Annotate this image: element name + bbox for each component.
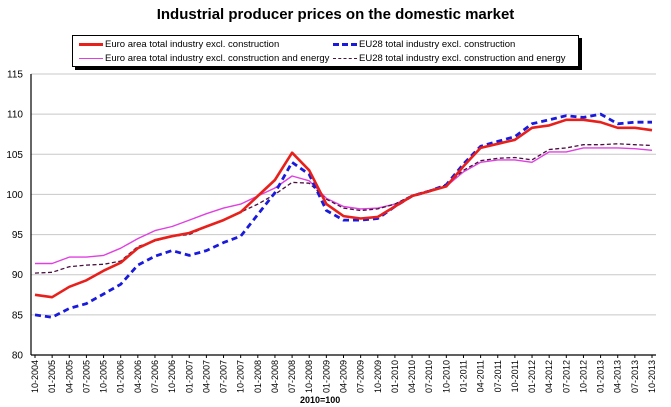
x-tick-label: 07-2008 (287, 360, 297, 393)
legend-label: EU28 total industry excl. construction a… (359, 53, 566, 64)
x-tick-label: 10-2007 (236, 360, 246, 393)
series-line-3 (34, 143, 653, 274)
x-tick-label: 04-2012 (544, 360, 554, 393)
x-tick-label: 01-2013 (596, 360, 606, 393)
x-tick-label: 01-2011 (458, 360, 468, 392)
series-lines (34, 112, 653, 319)
x-tick-label: 07-2012 (561, 360, 571, 393)
legend-label: EU28 total industry excl. construction (359, 39, 516, 50)
x-tick-label: 04-2010 (407, 360, 417, 393)
legend-item-euro-area-excl-energy: Euro area total industry excl. construct… (79, 53, 329, 64)
legend-swatch-solid-magenta (79, 58, 103, 59)
y-axis-ticks: 80 85 90 95 100 105 110 115 (6, 70, 23, 362)
legend-swatch-dashed-blue (333, 43, 357, 46)
x-tick-label: 01-2009 (321, 360, 331, 393)
x-tick-label: 04-2007 (201, 360, 211, 393)
legend-swatch-dashed-purple (333, 58, 357, 59)
legend-label: Euro area total industry excl. construct… (105, 39, 280, 50)
x-tick-label: 01-2005 (47, 360, 57, 393)
x-tick-label: 01-2012 (527, 360, 537, 393)
x-tick-label: 04-2008 (270, 360, 280, 393)
x-tick-label: 07-2007 (219, 360, 229, 393)
x-tick-label: 07-2005 (81, 360, 91, 393)
x-tick-label: 07-2011 (493, 360, 503, 392)
legend-item-euro-area-total: Euro area total industry excl. construct… (79, 39, 279, 50)
y-tick-label: 115 (7, 70, 23, 81)
x-tick-label: 10-2004 (30, 360, 40, 393)
x-axis-ticks: 10-2004 01-2005 04-2005 07-2005 10-2005 01-20… (30, 355, 657, 393)
x-tick-label: 01-2006 (116, 360, 126, 393)
legend-item-eu28-total: EU28 total industry excl. construction (333, 39, 515, 50)
x-tick-label: 07-2013 (630, 360, 640, 393)
x-tick-label: 04-2009 (339, 360, 349, 393)
x-tick-label: 10-2010 (441, 360, 451, 393)
x-tick-label: 10-2009 (373, 360, 383, 393)
x-tick-label: 01-2007 (184, 360, 194, 393)
y-tick-label: 85 (12, 310, 24, 321)
x-tick-label: 07-2010 (424, 360, 434, 393)
x-tick-label: 04-2013 (613, 360, 623, 393)
x-tick-label: 04-2005 (64, 360, 74, 393)
legend-item-eu28-excl-energy: EU28 total industry excl. construction a… (333, 53, 565, 64)
y-tick-label: 105 (6, 150, 23, 161)
x-tick-label: 04-2011 (476, 360, 486, 392)
legend: Euro area total industry excl. construct… (72, 35, 579, 67)
chart-title: Industrial producer prices on the domest… (156, 6, 515, 23)
y-tick-label: 95 (12, 230, 24, 241)
series-line-2 (35, 147, 653, 265)
series-line-1 (34, 112, 652, 319)
legend-label: Euro area total industry excl. construct… (105, 53, 330, 64)
x-axis-label: 2010=100 (300, 395, 341, 405)
x-tick-label: 10-2013 (647, 360, 657, 393)
series-line-0 (34, 118, 653, 299)
x-tick-label: 10-2006 (167, 360, 177, 393)
gridlines (31, 73, 656, 316)
y-tick-label: 110 (7, 110, 23, 121)
x-tick-label: 10-2008 (304, 360, 314, 393)
x-tick-label: 10-2012 (578, 360, 588, 393)
x-tick-label: 07-2009 (356, 360, 366, 393)
y-tick-label: 80 (12, 351, 24, 362)
y-tick-label: 100 (6, 190, 23, 201)
x-tick-label: 04-2006 (133, 360, 143, 393)
x-tick-label: 10-2005 (99, 360, 109, 393)
x-tick-label: 07-2006 (150, 360, 160, 393)
x-tick-label: 10-2011 (510, 360, 520, 392)
x-tick-label: 01-2008 (253, 360, 263, 393)
x-tick-label: 01-2010 (390, 360, 400, 393)
y-tick-label: 90 (12, 270, 24, 281)
legend-swatch-solid-red (79, 43, 103, 46)
